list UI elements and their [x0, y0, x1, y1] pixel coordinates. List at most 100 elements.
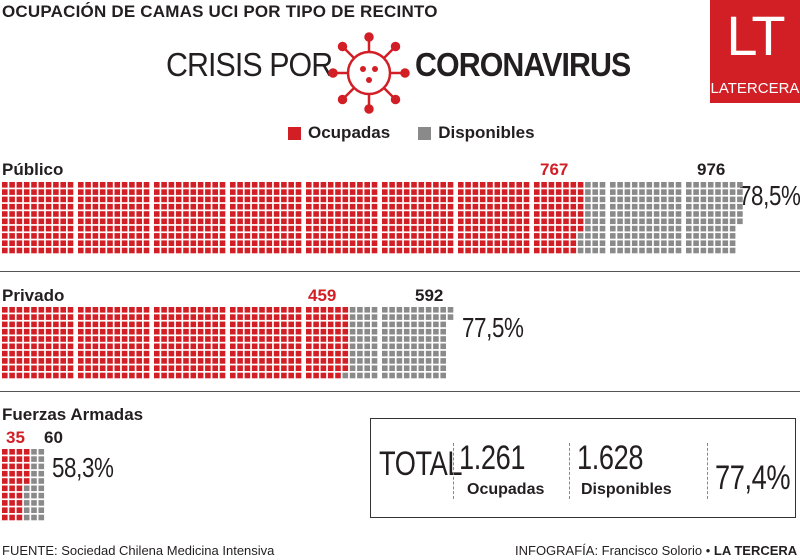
waffle-square-disponible-publico — [729, 196, 736, 203]
waffle-square-ocupada-privado — [197, 365, 204, 371]
waffle-square-ocupada-publico — [23, 240, 30, 246]
waffle-square-ocupada-publico — [548, 247, 555, 254]
waffle-square-ocupada-publico — [479, 247, 486, 254]
row-label-fuerzas-armadas: Fuerzas Armadas — [2, 405, 144, 424]
waffle-square-disponible-publico — [675, 189, 682, 195]
waffle-square-ocupada-privado — [327, 336, 334, 342]
waffle-square-ocupada-publico — [31, 218, 37, 225]
waffle-square-disponible-privado — [403, 321, 410, 328]
waffle-square-ocupada-publico — [183, 203, 189, 210]
waffle-square-ocupada-publico — [136, 233, 142, 239]
waffle-square-ocupada-publico — [259, 203, 265, 210]
waffle-square-ocupada-privado — [154, 321, 160, 328]
waffle-square-ocupada-privado — [121, 372, 128, 379]
waffle-square-disponible-publico — [639, 240, 645, 246]
waffle-square-ocupada-privado — [219, 314, 226, 320]
waffle-square-ocupada-publico — [85, 233, 91, 239]
waffle-square-ocupada-privado — [266, 343, 273, 350]
waffle-square-ocupada-publico — [85, 203, 91, 210]
waffle-square-ocupada-publico — [295, 196, 302, 203]
waffle-square-disponible-publico — [722, 233, 729, 239]
waffle-square-ocupada-publico — [472, 247, 479, 254]
waffle-square-disponible-publico — [646, 218, 653, 225]
waffle-square-disponible-publico — [661, 247, 667, 254]
waffle-square-ocupada-privado — [9, 343, 15, 350]
waffle-square-ocupada-publico — [2, 233, 8, 239]
waffle-square-ocupada-publico — [465, 182, 471, 188]
waffle-square-disponible-publico — [675, 225, 682, 232]
waffle-square-disponible-publico — [668, 247, 674, 254]
waffle-square-ocupada-publico — [563, 196, 569, 203]
waffle-square-ocupada-publico — [129, 218, 135, 225]
waffle-square-ocupada-privado — [230, 350, 236, 357]
waffle-square-ocupada-publico — [288, 182, 294, 188]
waffle-square-ocupada-publico — [534, 218, 540, 225]
waffle-square-ocupada-publico — [396, 211, 403, 217]
waffle-square-ocupada-privado — [143, 358, 150, 364]
waffle-square-ocupada-publico — [534, 240, 540, 246]
waffle-square-disponible-publico — [585, 182, 591, 188]
waffle-square-ocupada-privado — [183, 307, 189, 313]
waffle-square-ocupada-fuerzas-armadas — [2, 514, 8, 521]
waffle-square-ocupada-privado — [114, 314, 121, 320]
waffle-square-ocupada-privado — [2, 358, 8, 364]
waffle-square-ocupada-publico — [288, 203, 294, 210]
waffle-square-ocupada-privado — [320, 307, 327, 313]
total-divider — [569, 443, 570, 499]
waffle-square-ocupada-publico — [555, 182, 562, 188]
waffle-square-ocupada-privado — [342, 343, 349, 350]
waffle-square-ocupada-publico — [219, 189, 226, 195]
waffle-square-ocupada-privado — [143, 336, 150, 342]
percent-publico: 78,5% — [739, 180, 800, 211]
waffle-square-ocupada-privado — [121, 321, 128, 328]
waffle-square-disponible-privado — [396, 328, 403, 335]
waffle-square-disponible-privado — [447, 314, 454, 320]
waffle-square-ocupada-publico — [418, 233, 425, 239]
waffle-square-ocupada-publico — [327, 203, 334, 210]
waffle-square-disponible-publico — [617, 225, 623, 232]
waffle-square-ocupada-publico — [563, 233, 569, 239]
waffle-square-ocupada-privado — [107, 328, 113, 335]
waffle-square-disponible-publico — [653, 218, 660, 225]
waffle-square-ocupada-privado — [53, 372, 59, 379]
waffle-square-ocupada-publico — [494, 182, 501, 188]
waffle-square-ocupada-privado — [190, 350, 197, 357]
waffle-square-ocupada-privado — [212, 321, 218, 328]
waffle-square-ocupada-publico — [458, 247, 464, 254]
waffle-square-ocupada-privado — [53, 365, 59, 371]
waffle-square-ocupada-publico — [212, 240, 218, 246]
waffle-square-ocupada-publico — [382, 211, 388, 217]
waffle-square-ocupada-publico — [396, 240, 403, 246]
waffle-square-ocupada-publico — [479, 182, 486, 188]
waffle-square-ocupada-publico — [183, 182, 189, 188]
waffle-square-ocupada-publico — [523, 196, 530, 203]
waffle-square-ocupada-publico — [541, 225, 547, 232]
waffle-square-ocupada-publico — [465, 247, 471, 254]
waffle-square-ocupada-privado — [154, 358, 160, 364]
waffle-square-disponible-fuerzas-armadas — [23, 500, 30, 506]
waffle-square-disponible-publico — [668, 225, 674, 232]
waffle-square-disponible-publico — [715, 225, 721, 232]
waffle-square-ocupada-publico — [212, 225, 218, 232]
waffle-square-disponible-publico — [585, 225, 591, 232]
waffle-square-ocupada-publico — [327, 233, 334, 239]
waffle-square-ocupada-privado — [99, 328, 106, 335]
waffle-square-ocupada-publico — [327, 196, 334, 203]
waffle-square-ocupada-publico — [516, 225, 522, 232]
waffle-square-ocupada-publico — [121, 189, 128, 195]
waffle-square-ocupada-publico — [161, 233, 167, 239]
waffle-square-ocupada-publico — [411, 196, 417, 203]
waffle-square-ocupada-publico — [541, 240, 547, 246]
waffle-square-ocupada-privado — [78, 358, 84, 364]
waffle-square-ocupada-publico — [251, 196, 258, 203]
waffle-square-ocupada-publico — [440, 196, 446, 203]
waffle-square-disponible-privado — [364, 336, 370, 342]
waffle-square-ocupada-publico — [121, 218, 128, 225]
waffle-square-ocupada-publico — [295, 203, 302, 210]
waffle-square-disponible-publico — [617, 218, 623, 225]
waffle-square-disponible-privado — [396, 372, 403, 379]
waffle-square-ocupada-publico — [357, 218, 363, 225]
waffle-square-ocupada-publico — [9, 196, 15, 203]
waffle-square-ocupada-publico — [53, 240, 59, 246]
waffle-square-ocupada-publico — [487, 240, 493, 246]
